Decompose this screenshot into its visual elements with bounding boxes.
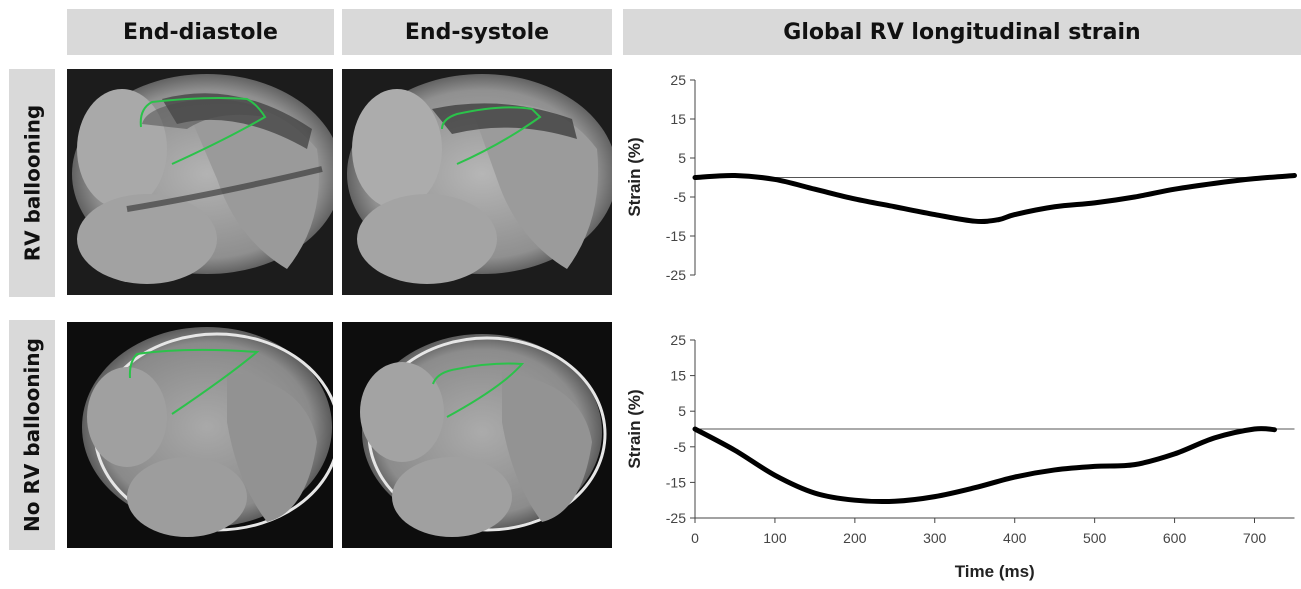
y-tick-label: -5 [674,189,687,205]
y-tick-label: -15 [666,474,686,490]
y-tick-label: 5 [678,150,686,166]
x-axis-label: Time (ms) [955,562,1035,581]
row-label-rv-ballooning-text: RV ballooning [20,104,44,262]
y-tick-label: -25 [666,510,686,526]
y-tick-label: -5 [674,439,687,455]
rv-contour [139,97,267,165]
mri-image-no-rv-ballooning-end-systole [342,322,612,548]
rv-contour [441,106,542,165]
x-tick-label: 500 [1083,530,1107,546]
y-tick-label: -25 [666,267,686,283]
mri-image-rv-ballooning-end-systole [342,69,612,295]
rv-contour [128,348,260,415]
strain-chart-rv-ballooning: 25 15 5 -5 -15 -25 Strain (%) [625,72,1297,283]
x-tick-label: 100 [763,530,787,546]
y-axis-label: Strain (%) [625,389,644,468]
header-end-diastole: End-diastole [67,9,334,55]
row-label-no-rv-ballooning-text: No RV ballooning [20,338,44,532]
y-tick-label: -15 [666,228,686,244]
y-tick-label: 5 [678,403,686,419]
x-tick-label: 0 [691,530,699,546]
x-tick-label: 200 [843,530,867,546]
row-label-rv-ballooning: RV ballooning [9,69,55,297]
mri-image-no-rv-ballooning-end-diastole [67,322,333,548]
strain-curve [692,173,1297,224]
y-tick-label: 25 [670,72,686,88]
mri-image-rv-ballooning-end-diastole [67,69,333,295]
rv-contour [432,362,525,418]
y-tick-label: 25 [670,332,686,348]
row-label-no-rv-ballooning: No RV ballooning [9,320,55,550]
x-tick-label: 300 [923,530,947,546]
strain-curve [692,426,1277,505]
header-strain: Global RV longitudinal strain [623,9,1301,55]
header-end-systole: End-systole [342,9,612,55]
y-tick-label: 15 [670,111,686,127]
strain-chart-no-rv-ballooning: 25 15 5 -5 -15 -25 0 100 200 300 400 500 600 700 Time … [625,332,1295,581]
y-tick-label: 15 [670,368,686,384]
y-axis-label: Strain (%) [625,137,644,216]
x-tick-label: 400 [1003,530,1027,546]
x-tick-label: 700 [1243,530,1267,546]
x-tick-label: 600 [1163,530,1187,546]
